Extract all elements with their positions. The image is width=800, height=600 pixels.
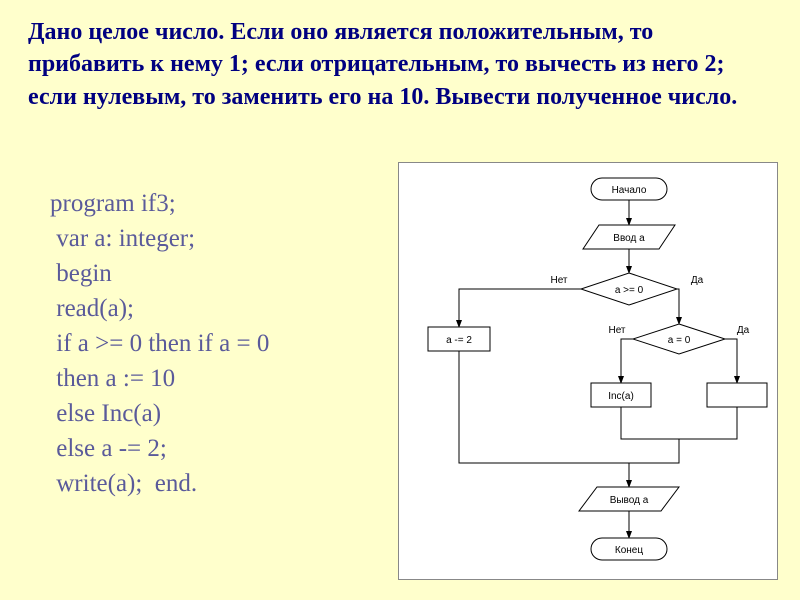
code-line: then a := 10 (50, 361, 269, 396)
code-line: read(a); (50, 291, 269, 326)
flowchart-input-label: Ввод a (613, 233, 645, 244)
flowchart-process-inc-label: Inc(a) (608, 391, 634, 402)
edge-label-yes: Да (691, 275, 704, 286)
code-line: if a >= 0 then if a = 0 (50, 326, 269, 361)
code-block: program if3; var a: integer; begin read(… (50, 186, 269, 501)
flowchart-output-label: Вывод a (610, 495, 649, 506)
flowchart: Начало Ввод a a >= 0 Нет Да a = 0 Нет (398, 162, 778, 580)
code-line: program if3; (50, 186, 269, 221)
code-line: var a: integer; (50, 221, 269, 256)
code-line: else a -= 2; (50, 431, 269, 466)
code-line: begin (50, 256, 269, 291)
problem-statement: Дано целое число. Если оно является поло… (0, 0, 800, 113)
flowchart-process-a10 (707, 383, 767, 407)
flowchart-end-label: Конец (615, 545, 643, 556)
edge-label-no-2: Нет (608, 325, 625, 336)
content-area: program if3; var a: integer; begin read(… (0, 170, 800, 590)
flowchart-process-minus2-label: a -= 2 (446, 335, 472, 346)
edge-label-yes-2: Да (737, 325, 750, 336)
code-line: else Inc(a) (50, 396, 269, 431)
code-line: write(a); end. (50, 466, 269, 501)
flowchart-decision-1-label: a >= 0 (615, 285, 644, 296)
flowchart-start-label: Начало (612, 185, 647, 196)
flowchart-decision-2-label: a = 0 (668, 335, 691, 346)
edge-label-no: Нет (550, 275, 567, 286)
